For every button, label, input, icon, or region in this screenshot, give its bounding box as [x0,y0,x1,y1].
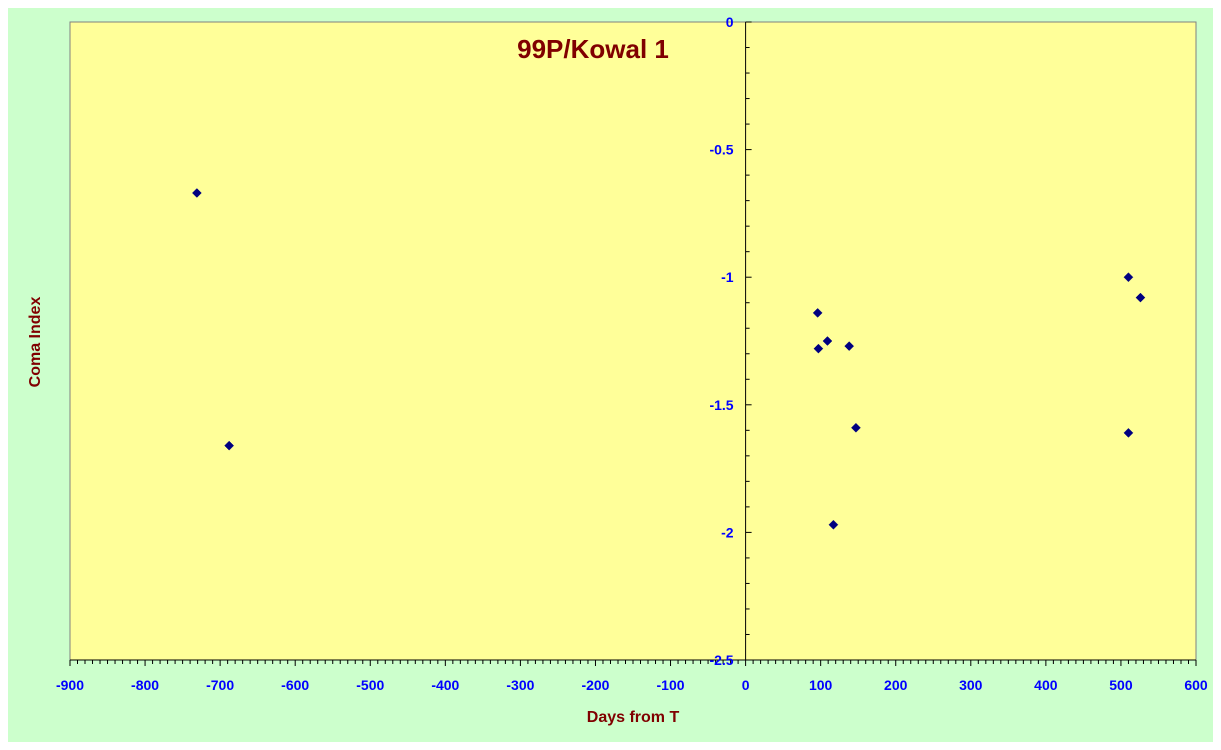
x-tick-label: 500 [1109,677,1133,693]
data-point [813,343,824,354]
y-tick-label: 0 [726,14,734,30]
data-point [192,188,202,198]
chart-frame: -900 -800 -700 -600 -500 -400 -300 -200 -100 0 100… [8,8,1213,742]
x-tick-label: -600 [281,677,309,693]
x-tick-label: 100 [809,677,833,693]
data-point [1123,272,1134,283]
x-tick-label: -900 [56,677,84,693]
scatter-chart: -900 -800 -700 -600 -500 -400 -300 -200 -100 0 100… [27,14,1208,726]
axes [69,21,1197,666]
data-point [812,308,823,318]
x-tick-label: 300 [959,677,983,693]
y-tick-label: -1 [721,269,734,285]
data-point [844,341,855,351]
y-tick-label: -2.5 [709,652,733,668]
chart-title: 99P/Kowal 1 [517,34,669,64]
plot-area [69,21,1197,661]
y-axis-title: Coma Index [27,297,44,388]
y-tick-label: -1.5 [709,397,733,413]
x-tick-label: -100 [657,677,685,693]
data-point [851,422,861,433]
x-tick-label: -300 [506,677,534,693]
x-tick-label: 200 [884,677,908,693]
x-tick-label: -500 [356,677,384,693]
data-point [224,440,234,451]
y-tick-label: -2 [721,524,734,540]
y-tick-label: -0.5 [709,142,733,158]
y-axis-tick-labels: 0 -0.5 -1 -1.5 -2 -2.5 [709,14,733,668]
x-tick-label: 0 [742,677,750,693]
data-point [1135,292,1146,303]
data-point [822,336,833,346]
x-tick-label: 400 [1034,677,1058,693]
x-tick-label: -800 [131,677,159,693]
x-tick-label: -700 [206,677,234,693]
x-tick-label: -400 [431,677,459,693]
x-axis-tick-labels: -900 -800 -700 -600 -500 -400 -300 -200 -100 0 100… [56,677,1208,693]
x-axis-title: Days from T [587,709,680,726]
data-point [1123,428,1134,438]
data-points [192,188,1146,530]
x-tick-label: 600 [1184,677,1208,693]
data-point [828,519,839,530]
x-tick-label: -200 [581,677,609,693]
